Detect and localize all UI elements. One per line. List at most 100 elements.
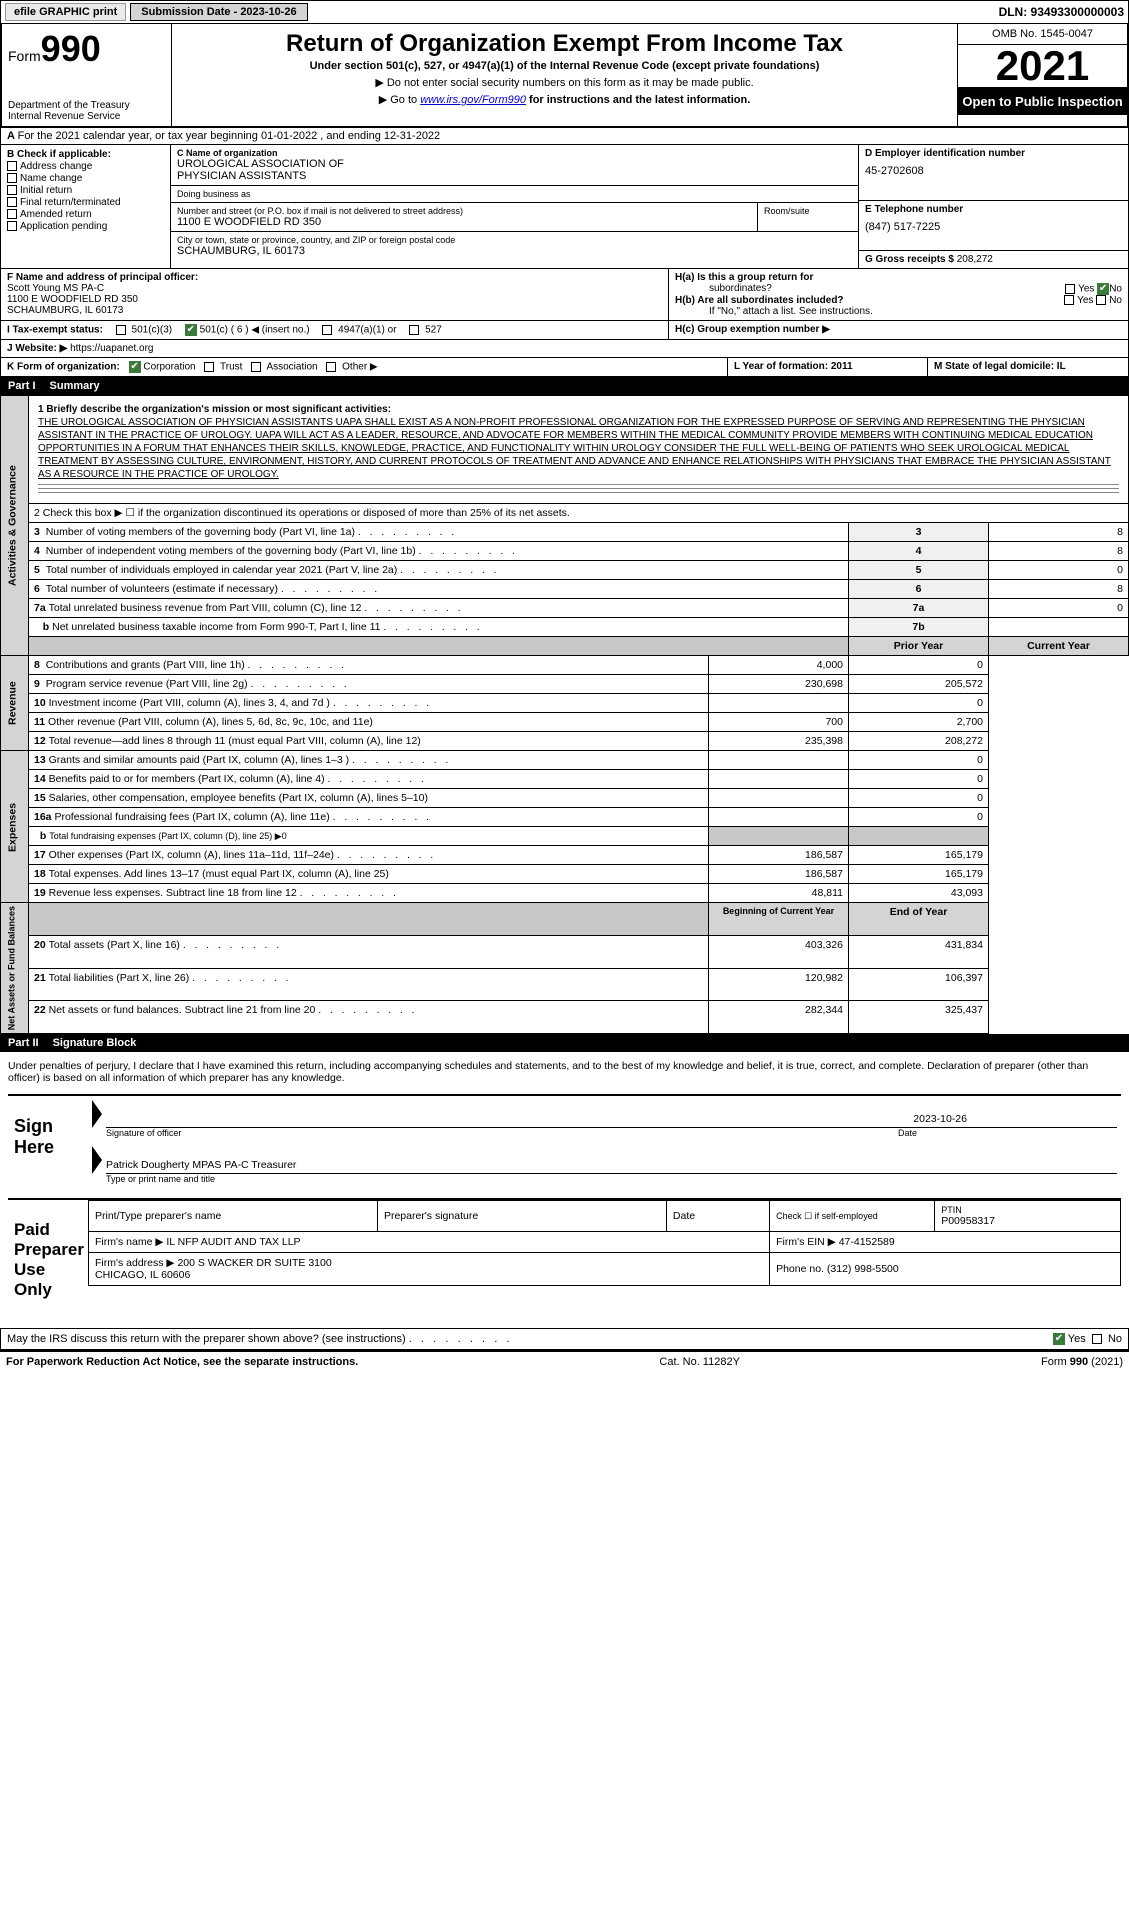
prep-date-hdr: Date [666, 1201, 769, 1232]
sig-officer-label: Signature of officer [106, 1128, 181, 1138]
arrow-icon [92, 1146, 102, 1174]
box-c-street: Number and street (or P.O. box if mail i… [171, 203, 858, 232]
rev-row-9: 9 Program service revenue (Part VIII, li… [1, 675, 1129, 694]
line-m-state: M State of legal domicile: IL [928, 358, 1128, 376]
line-i-tax-status: I Tax-exempt status: 501(c)(3) ✔ 501(c) … [1, 321, 668, 339]
box-d-ein: D Employer identification number 45-2702… [859, 145, 1128, 201]
pra-notice: For Paperwork Reduction Act Notice, see … [6, 1356, 358, 1368]
firm-name-label: Firm's name ▶ [95, 1236, 163, 1248]
rev-row-12: 12 Total revenue—add lines 8 through 11 … [1, 732, 1129, 751]
note2-pre: ▶ Go to [379, 94, 420, 106]
tax-year: 2021 [958, 45, 1127, 88]
department-label: Department of the Treasury Internal Reve… [8, 100, 165, 122]
note2-post: for instructions and the latest informat… [526, 94, 750, 106]
box-c-dba: Doing business as [171, 186, 858, 203]
side-governance: Activities & Governance [1, 396, 29, 656]
line-2: 2 Check this box ▶ ☐ if the organization… [29, 504, 1129, 523]
date-label: Date [898, 1128, 917, 1138]
form-footer: Form 990 (2021) [1041, 1356, 1123, 1368]
open-inspection: Open to Public Inspection [958, 88, 1127, 115]
prep-self-emp: Check ☐ if self-employed [770, 1201, 935, 1232]
form-prefix: Form [8, 48, 41, 64]
side-revenue: Revenue [1, 656, 29, 751]
box-b-label: B Check if applicable: [7, 149, 164, 160]
ptin-value: P00958317 [941, 1215, 1114, 1227]
exp-row-16b: b Total fundraising expenses (Part IX, c… [1, 827, 1129, 846]
dln-label: DLN: 93493300000003 [999, 5, 1124, 19]
line-a-text: For the 2021 calendar year, or tax year … [18, 130, 441, 142]
arrow-icon [92, 1100, 102, 1128]
form-note-ssn: ▶ Do not enter social security numbers o… [182, 76, 947, 89]
rev-row-10: 10 Investment income (Part VIII, column … [1, 694, 1129, 713]
phone-value: (312) 998-5500 [827, 1263, 899, 1275]
box-c-city: City or town, state or province, country… [171, 232, 858, 260]
box-h-c: H(c) Group exemption number ▶ [668, 321, 1128, 339]
exp-row-16a: 16a Professional fundraising fees (Part … [1, 808, 1129, 827]
signature-date: 2023-10-26 [913, 1113, 967, 1125]
net-row-22: 22 Net assets or fund balances. Subtract… [1, 1001, 1129, 1034]
prep-name-hdr: Print/Type preparer's name [89, 1201, 378, 1232]
exp-row-18: 18 Total expenses. Add lines 13–17 (must… [1, 865, 1129, 884]
gov-row-5: 5 Total number of individuals employed i… [1, 561, 1129, 580]
part-i-header: Part I Summary [0, 377, 1129, 395]
form-header: Form990 Department of the Treasury Inter… [0, 24, 1129, 128]
footer: For Paperwork Reduction Act Notice, see … [0, 1351, 1129, 1372]
side-net-assets: Net Assets or Fund Balances [1, 903, 29, 1034]
prep-sig-hdr: Preparer's signature [377, 1201, 666, 1232]
chk-initial-return[interactable]: Initial return [7, 185, 164, 196]
preparer-table: Print/Type preparer's name Preparer's si… [88, 1200, 1121, 1286]
form-subtitle: Under section 501(c), 527, or 4947(a)(1)… [182, 60, 947, 72]
box-f-officer: F Name and address of principal officer:… [1, 269, 668, 320]
gov-row-4: 4 Number of independent voting members o… [1, 542, 1129, 561]
top-bar: efile GRAPHIC print Submission Date - 20… [0, 0, 1129, 24]
chk-final-return[interactable]: Final return/terminated [7, 197, 164, 208]
gov-row-7a: 7a Total unrelated business revenue from… [1, 599, 1129, 618]
exp-row-17: 17 Other expenses (Part IX, column (A), … [1, 846, 1129, 865]
form-990-num: 990 [41, 28, 101, 69]
printed-name: Patrick Dougherty MPAS PA-C Treasurer [106, 1159, 296, 1171]
gov-row-6: 6 Total number of volunteers (estimate i… [1, 580, 1129, 599]
hdr-beginning: Beginning of Current Year [709, 903, 849, 936]
mission-text: THE UROLOGICAL ASSOCIATION OF PHYSICIAN … [38, 416, 1119, 481]
discuss-row: May the IRS discuss this return with the… [0, 1328, 1129, 1351]
summary-table: Activities & Governance 1 Briefly descri… [0, 395, 1129, 1034]
form-number: Form990 [8, 28, 165, 70]
ein-value: 47-4152589 [839, 1236, 895, 1248]
hdr-current-year: Current Year [989, 637, 1129, 656]
exp-row-19: 19 Revenue less expenses. Subtract line … [1, 884, 1129, 903]
declaration-text: Under penalties of perjury, I declare th… [8, 1060, 1121, 1084]
printed-label: Type or print name and title [106, 1174, 1117, 1184]
line-a-tax-year: A For the 2021 calendar year, or tax yea… [1, 128, 1128, 145]
form-note-link: ▶ Go to www.irs.gov/Form990 for instruct… [182, 93, 947, 106]
ein-label: Firm's EIN ▶ [776, 1236, 836, 1248]
box-b-checkboxes: B Check if applicable: Address change Na… [1, 145, 171, 268]
firm-addr-label: Firm's address ▶ [95, 1257, 175, 1269]
box-e-phone: E Telephone number (847) 517-7225 [859, 201, 1128, 251]
line-k-form-org: K Form of organization: ✔ Corporation Tr… [1, 358, 728, 376]
net-row-21: 21 Total liabilities (Part X, line 26)12… [1, 968, 1129, 1001]
paid-preparer-label: Paid Preparer Use Only [8, 1200, 88, 1320]
sign-here-label: Sign Here [8, 1096, 88, 1188]
exp-row-15: 15 Salaries, other compensation, employe… [1, 789, 1129, 808]
gov-row-7b: b Net unrelated business taxable income … [1, 618, 1129, 637]
box-c-name: C Name of organization UROLOGICAL ASSOCI… [171, 145, 858, 186]
phone-label: Phone no. [776, 1263, 824, 1275]
line-l-year: L Year of formation: 2011 [728, 358, 928, 376]
box-h: H(a) Is this a group return for subordin… [668, 269, 1128, 320]
chk-address-change[interactable]: Address change [7, 161, 164, 172]
chk-name-change[interactable]: Name change [7, 173, 164, 184]
submission-date-button[interactable]: Submission Date - 2023-10-26 [130, 3, 307, 21]
box-g-receipts: G Gross receipts $ 208,272 [859, 251, 1128, 268]
line-j-website: J Website: ▶ https://uapanet.org [1, 340, 668, 357]
chk-amended-return[interactable]: Amended return [7, 209, 164, 220]
form-title: Return of Organization Exempt From Incom… [182, 30, 947, 58]
signature-block: Under penalties of perjury, I declare th… [0, 1052, 1129, 1328]
hdr-prior-year: Prior Year [849, 637, 989, 656]
efile-graphic-button[interactable]: efile GRAPHIC print [5, 3, 126, 21]
exp-row-14: 14 Benefits paid to or for members (Part… [1, 770, 1129, 789]
irs-link[interactable]: www.irs.gov/Form990 [420, 94, 526, 106]
net-row-20: 20 Total assets (Part X, line 16)403,326… [1, 935, 1129, 968]
mission-label: 1 Briefly describe the organization's mi… [38, 403, 1119, 416]
cat-number: Cat. No. 11282Y [659, 1356, 740, 1368]
chk-application-pending[interactable]: Application pending [7, 221, 164, 232]
